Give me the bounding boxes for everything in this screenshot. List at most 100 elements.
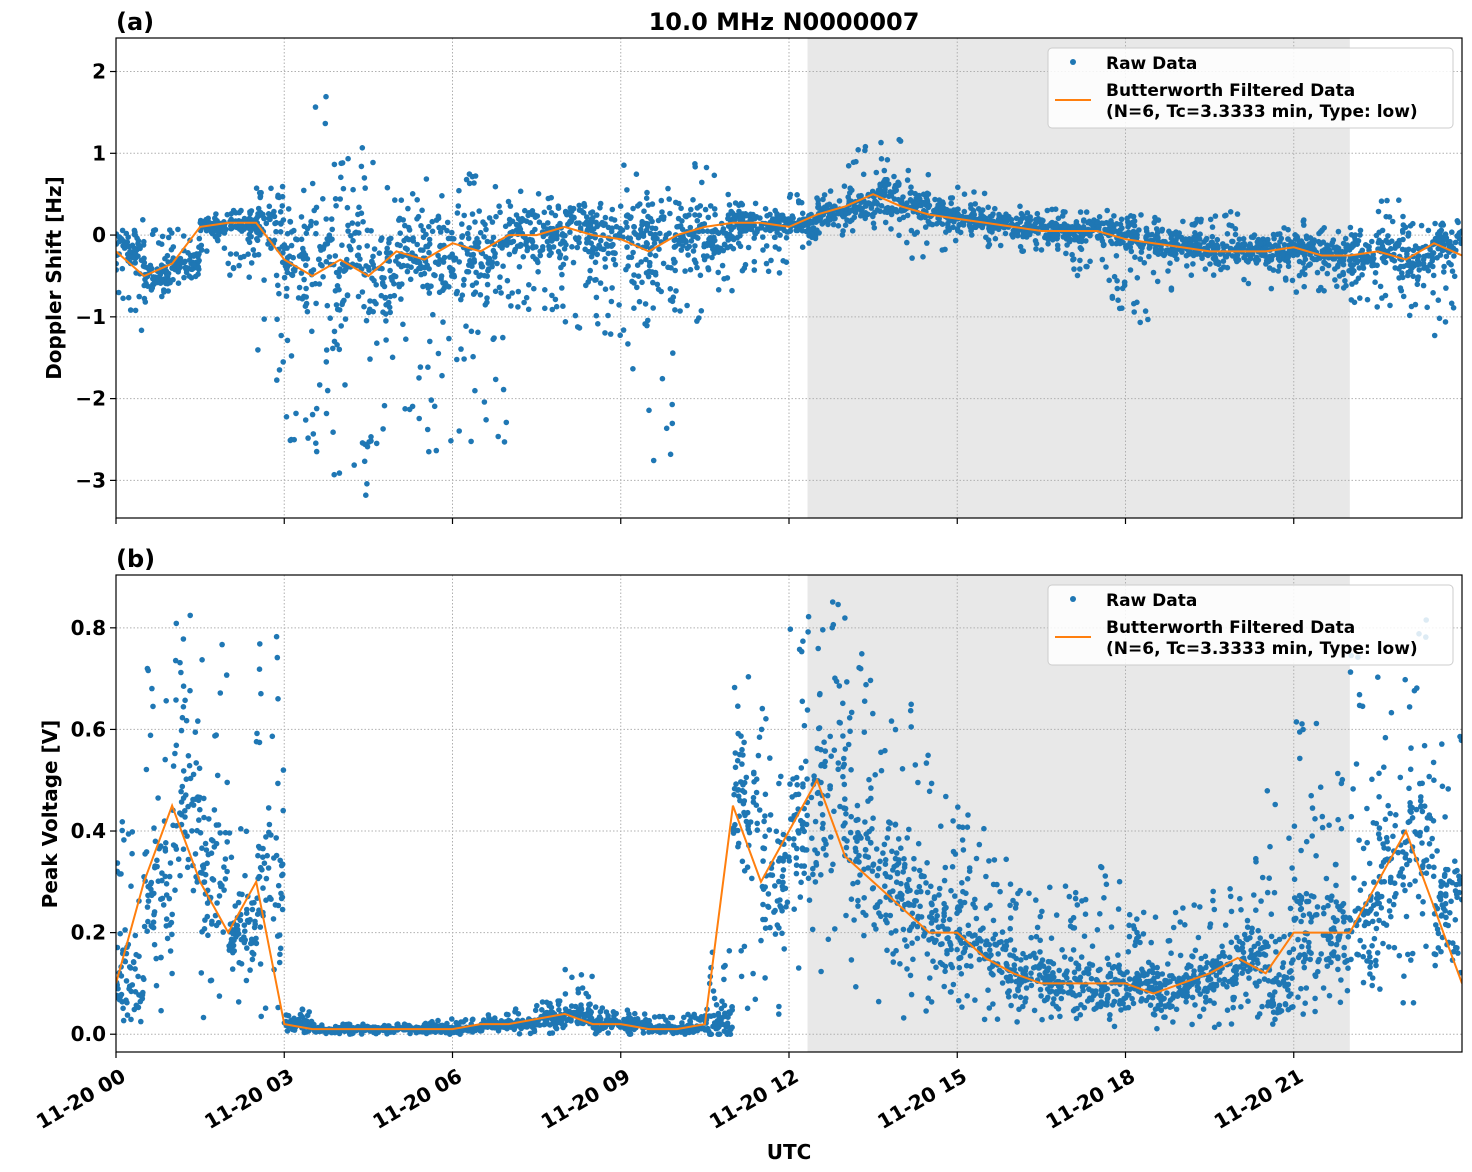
- raw-data-point: [638, 226, 644, 233]
- raw-data-point: [1134, 275, 1141, 281]
- raw-data-point: [1234, 251, 1241, 258]
- raw-data-point: [1301, 283, 1307, 290]
- raw-data-point: [1269, 244, 1275, 250]
- raw-data-point: [241, 934, 247, 940]
- raw-data-point: [173, 697, 179, 703]
- raw-data-point: [421, 270, 428, 277]
- raw-data-point: [979, 224, 986, 231]
- raw-data-point: [228, 854, 235, 861]
- raw-data-point: [719, 262, 726, 269]
- raw-data-point: [1279, 250, 1286, 257]
- raw-data-point: [806, 218, 813, 225]
- raw-data-point: [141, 295, 148, 302]
- raw-data-point: [1245, 259, 1251, 265]
- raw-data-point: [338, 174, 344, 181]
- raw-data-point: [320, 196, 326, 202]
- raw-data-point: [553, 303, 560, 310]
- raw-data-point: [510, 238, 517, 245]
- raw-data-point: [667, 1014, 674, 1021]
- raw-data-point: [916, 214, 923, 220]
- raw-data-point: [1292, 236, 1299, 242]
- raw-data-point: [379, 235, 385, 241]
- raw-data-point: [881, 167, 888, 174]
- raw-data-point: [204, 248, 210, 254]
- raw-data-point: [423, 176, 430, 182]
- raw-data-point: [199, 870, 206, 876]
- raw-data-point: [313, 405, 320, 412]
- raw-data-point: [1375, 208, 1382, 215]
- raw-data-point: [667, 451, 674, 458]
- raw-data-point: [628, 1019, 634, 1026]
- raw-data-point: [1106, 221, 1113, 228]
- raw-data-point: [357, 256, 363, 262]
- raw-data-point: [676, 237, 682, 244]
- raw-data-point: [498, 290, 504, 296]
- raw-data-point: [206, 816, 212, 822]
- raw-data-point: [141, 238, 147, 245]
- raw-data-point: [1342, 235, 1349, 242]
- raw-data-point: [1113, 253, 1120, 259]
- raw-data-point: [136, 293, 142, 300]
- raw-data-point: [572, 312, 579, 319]
- raw-data-point: [255, 205, 262, 212]
- raw-data-point: [1218, 266, 1224, 273]
- raw-data-point: [515, 1011, 522, 1017]
- raw-data-point: [1386, 240, 1392, 246]
- raw-data-point: [541, 209, 548, 216]
- raw-data-point: [548, 238, 555, 244]
- raw-data-point: [333, 302, 340, 308]
- raw-data-point: [1190, 261, 1196, 267]
- raw-data-point: [284, 285, 290, 292]
- raw-data-point: [201, 814, 207, 821]
- raw-data-point: [847, 190, 853, 196]
- raw-data-point: [1410, 220, 1416, 227]
- raw-data-point: [229, 947, 235, 953]
- raw-data-point: [646, 407, 652, 414]
- raw-data-point: [676, 200, 682, 207]
- raw-data-point: [550, 244, 557, 250]
- raw-data-point: [158, 1007, 164, 1014]
- raw-data-point: [119, 265, 126, 272]
- raw-data-point: [1234, 211, 1241, 217]
- raw-data-point: [1416, 267, 1422, 273]
- raw-data-point: [145, 892, 151, 899]
- raw-data-point: [323, 359, 330, 365]
- raw-data-point: [255, 251, 262, 258]
- raw-data-point: [701, 221, 708, 227]
- raw-data-point: [268, 896, 274, 902]
- raw-data-point: [908, 189, 915, 196]
- raw-data-point: [305, 435, 311, 441]
- raw-data-point: [590, 215, 596, 221]
- raw-data-point: [1396, 197, 1402, 203]
- raw-data-point: [405, 205, 411, 212]
- raw-data-point: [196, 257, 202, 264]
- raw-data-point: [402, 406, 408, 412]
- raw-data-point: [973, 224, 979, 231]
- raw-data-point: [1379, 295, 1385, 301]
- raw-data-point: [1366, 256, 1372, 263]
- raw-data-point: [128, 1016, 134, 1023]
- raw-data-point: [625, 235, 632, 241]
- raw-data-point: [845, 163, 852, 169]
- raw-data-point: [517, 243, 523, 249]
- raw-data-point: [681, 1014, 687, 1021]
- raw-data-point: [179, 783, 186, 790]
- raw-data-point: [328, 216, 335, 222]
- raw-data-point: [1154, 249, 1161, 255]
- raw-data-point: [719, 998, 725, 1004]
- raw-data-point: [363, 317, 370, 324]
- raw-data-point: [1369, 238, 1375, 245]
- raw-data-point: [323, 410, 330, 417]
- raw-data-point: [257, 924, 264, 930]
- raw-data-point: [1155, 235, 1161, 241]
- raw-data-point: [158, 843, 164, 849]
- raw-data-point: [921, 200, 927, 206]
- raw-data-point: [1332, 266, 1338, 272]
- raw-data-point: [635, 1020, 641, 1027]
- raw-data-point: [220, 929, 226, 935]
- raw-data-point: [1168, 287, 1175, 293]
- raw-data-point: [568, 1018, 574, 1024]
- raw-data-point: [1160, 238, 1166, 245]
- raw-data-point: [562, 232, 568, 239]
- raw-data-point: [522, 207, 528, 214]
